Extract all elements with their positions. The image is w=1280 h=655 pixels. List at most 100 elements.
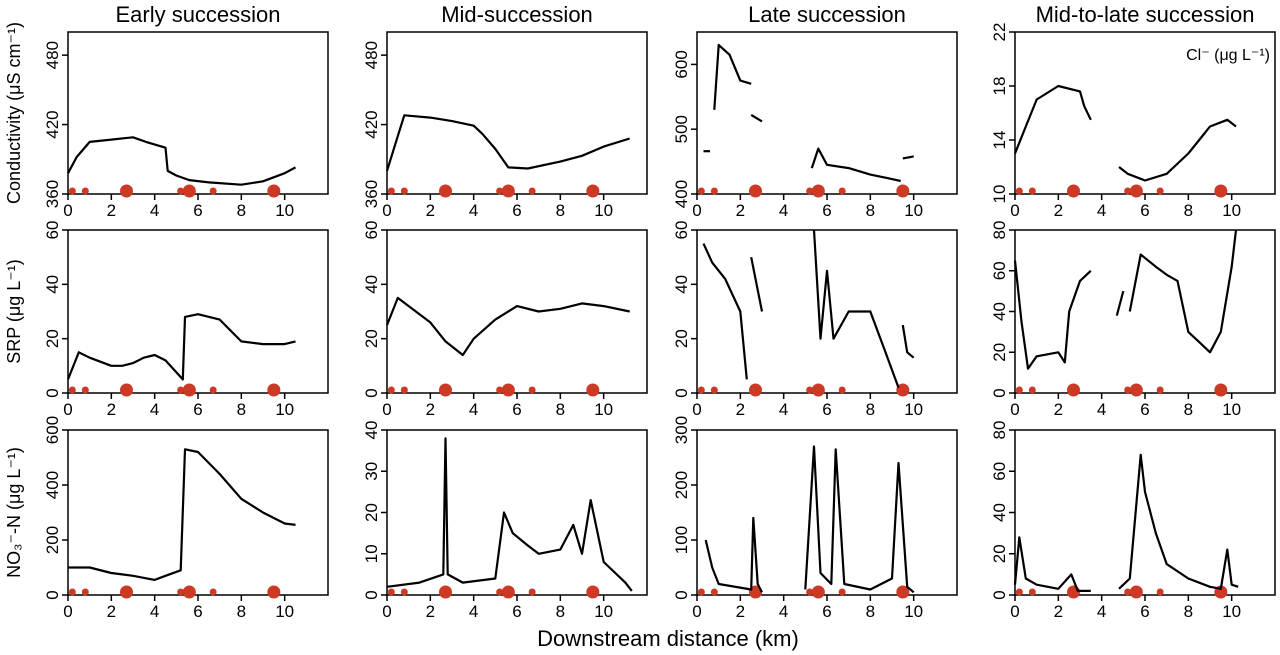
y-tick-label: 20 xyxy=(990,544,1009,563)
x-tick-label: 10 xyxy=(904,201,923,220)
site-marker xyxy=(81,386,89,394)
x-tick-label: 4 xyxy=(150,602,159,621)
x-tick-label: 4 xyxy=(779,201,788,220)
column-title: Late succession xyxy=(748,2,906,27)
x-tick-label: 6 xyxy=(512,400,521,419)
panel: 10 14 18 22 0 2 4 6 8 10 xyxy=(990,23,1276,220)
site-marker xyxy=(811,184,825,198)
site-marker xyxy=(586,383,600,397)
site-marker xyxy=(120,383,133,397)
panel: 0 20 40 60 0 2 4 6 8 10 xyxy=(43,221,329,419)
data-line xyxy=(1013,84,1092,154)
y-tick-label: 480 xyxy=(362,41,381,69)
y-tick-label: 60 xyxy=(990,261,1009,280)
site-marker xyxy=(177,386,185,394)
x-tick-label: 0 xyxy=(1010,201,1019,220)
x-tick-label: 8 xyxy=(1184,602,1193,621)
y-tick-label: 20 xyxy=(43,329,62,348)
site-marker xyxy=(1156,386,1164,394)
site-marker xyxy=(501,383,515,397)
x-tick-label: 6 xyxy=(193,400,202,419)
site-marker xyxy=(81,588,89,596)
data-line xyxy=(67,136,297,186)
site-marker xyxy=(177,187,185,195)
site-marker xyxy=(528,386,536,394)
site-marker xyxy=(182,383,196,397)
panel-frame xyxy=(386,229,648,394)
panel: 0 20 40 60 80 0 2 4 6 8 10 xyxy=(990,421,1276,621)
x-tick-label: 6 xyxy=(1140,400,1149,419)
y-tick-label: 60 xyxy=(43,221,62,240)
x-tick-label: 10 xyxy=(904,602,923,621)
site-marker xyxy=(1129,184,1143,198)
site-marker xyxy=(838,588,846,596)
site-marker xyxy=(710,187,718,195)
data-line xyxy=(750,113,763,123)
site-marker xyxy=(387,187,395,195)
data-line xyxy=(804,445,915,594)
x-tick-label: 8 xyxy=(866,400,875,419)
panel: 0 200 400 600 0 2 4 6 8 10 xyxy=(43,416,329,621)
y-tick-label: 40 xyxy=(43,275,62,294)
site-marker xyxy=(528,187,536,195)
row-ylabel: SRP (μg L⁻¹) xyxy=(4,259,24,364)
site-marker xyxy=(1015,187,1023,195)
y-tick-label: 600 xyxy=(43,416,62,444)
x-tick-label: 2 xyxy=(1054,201,1063,220)
site-marker xyxy=(209,588,217,596)
data-line xyxy=(704,516,763,593)
x-tick-label: 4 xyxy=(1097,201,1106,220)
site-marker xyxy=(209,386,217,394)
x-tick-label: 4 xyxy=(469,201,478,220)
x-tick-label: 10 xyxy=(1222,602,1241,621)
x-tick-label: 4 xyxy=(150,400,159,419)
y-tick-label: 300 xyxy=(672,416,691,444)
x-tick-label: 10 xyxy=(594,400,613,419)
site-marker xyxy=(1214,184,1228,198)
y-tick-label: 0 xyxy=(43,590,62,599)
x-tick-label: 4 xyxy=(469,400,478,419)
x-tick-label: 10 xyxy=(1222,400,1241,419)
site-marker xyxy=(177,588,185,596)
site-marker xyxy=(182,585,196,599)
site-marker xyxy=(68,187,76,195)
site-marker xyxy=(749,383,762,397)
x-tick-label: 10 xyxy=(275,400,294,419)
data-line xyxy=(1118,118,1237,182)
site-marker xyxy=(501,184,515,198)
site-marker xyxy=(439,184,452,198)
y-tick-label: 500 xyxy=(672,115,691,143)
site-marker xyxy=(1067,184,1080,198)
y-tick-label: 14 xyxy=(990,131,1009,150)
data-line xyxy=(68,448,296,581)
site-marker xyxy=(496,588,504,596)
site-marker xyxy=(811,383,825,397)
y-tick-label: 40 xyxy=(362,421,381,440)
panel-frame xyxy=(1014,229,1276,394)
panel-annotation: Cl⁻ (μg L⁻¹) xyxy=(1186,47,1270,64)
y-tick-label: 0 xyxy=(672,388,691,397)
x-tick-label: 4 xyxy=(150,201,159,220)
x-tick-label: 2 xyxy=(426,602,435,621)
panel-frame xyxy=(386,429,648,596)
site-marker xyxy=(496,386,504,394)
x-tick-label: 0 xyxy=(63,602,72,621)
x-tick-label: 2 xyxy=(426,201,435,220)
x-tick-label: 6 xyxy=(512,602,521,621)
site-marker xyxy=(838,386,846,394)
site-marker xyxy=(896,383,910,397)
y-tick-label: 360 xyxy=(43,180,62,208)
y-tick-label: 60 xyxy=(672,221,691,240)
y-tick-label: 40 xyxy=(672,275,691,294)
site-marker xyxy=(697,187,705,195)
y-tick-label: 60 xyxy=(362,221,381,240)
site-marker xyxy=(439,585,452,599)
x-tick-label: 8 xyxy=(866,602,875,621)
x-tick-label: 6 xyxy=(1140,602,1149,621)
y-tick-label: 40 xyxy=(362,275,381,294)
x-tick-label: 8 xyxy=(556,400,565,419)
site-marker xyxy=(1156,187,1164,195)
site-marker xyxy=(528,588,536,596)
x-tick-label: 8 xyxy=(556,201,565,220)
